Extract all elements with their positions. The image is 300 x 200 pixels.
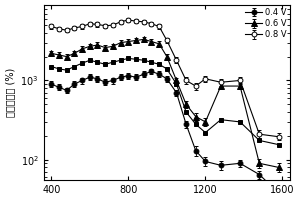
Y-axis label: 外量子效率 (%): 外量子效率 (%) <box>5 68 15 117</box>
Legend: 0.4 V, 0.6 V, 0.8 V: 0.4 V, 0.6 V, 0.8 V <box>244 7 289 41</box>
